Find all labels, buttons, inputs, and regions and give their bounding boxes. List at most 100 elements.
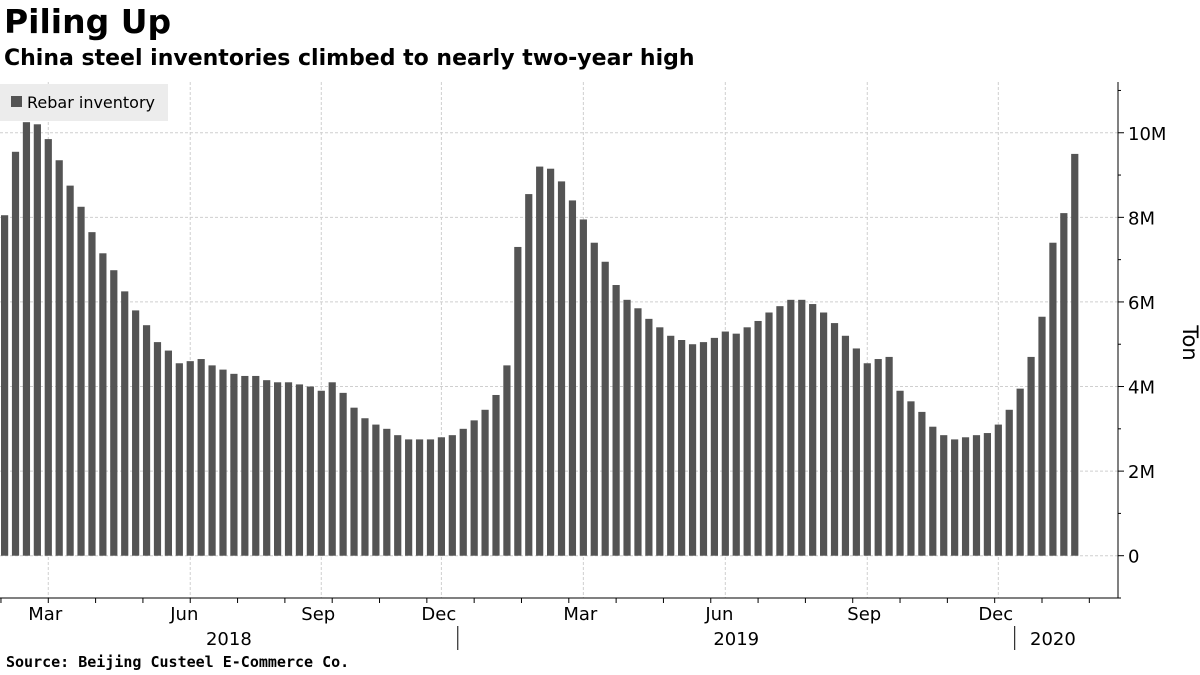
bar (241, 375, 249, 556)
x-month-label: Sep (301, 604, 335, 625)
bar (1005, 409, 1013, 556)
bar (405, 439, 413, 556)
bar (426, 439, 435, 556)
bar (787, 299, 795, 556)
bar (852, 348, 860, 556)
bar (77, 206, 85, 556)
bar (536, 166, 544, 556)
bar (1038, 316, 1046, 556)
x-month-label: Dec (421, 604, 456, 625)
bar (754, 320, 762, 556)
x-month-label: Jun (704, 604, 733, 625)
bar (263, 380, 271, 556)
bar (448, 435, 456, 556)
bar (1016, 388, 1024, 556)
bar (983, 433, 991, 556)
bar (896, 390, 904, 556)
bar (142, 325, 151, 556)
bar (688, 344, 697, 556)
bar (295, 384, 304, 556)
legend-swatch (11, 96, 22, 107)
bar (547, 168, 555, 556)
bar (590, 242, 598, 556)
bar (284, 382, 293, 556)
x-year-label: 2019 (713, 629, 759, 650)
x-month-label: Sep (847, 604, 881, 625)
bar (492, 394, 500, 556)
bar (863, 363, 871, 556)
bar (230, 373, 238, 556)
x-year-label: 2020 (1030, 629, 1076, 650)
bar (1060, 213, 1068, 556)
bar (961, 437, 970, 556)
bar (732, 333, 740, 556)
bar (994, 424, 1002, 556)
bar (907, 401, 915, 556)
bar (415, 439, 424, 556)
bar (55, 160, 63, 556)
bar (481, 409, 489, 556)
y-tick-label: 4M (1128, 378, 1155, 399)
bar (721, 331, 729, 556)
bar (776, 306, 784, 556)
bar (667, 335, 675, 556)
bar (437, 437, 445, 556)
chart-title: Piling Up (4, 2, 172, 41)
bar (99, 253, 107, 556)
bar (394, 435, 402, 556)
bar (22, 122, 31, 556)
bars (0, 122, 1079, 556)
bar (110, 270, 118, 556)
bar (470, 420, 478, 556)
bar (274, 382, 282, 556)
bar (219, 369, 227, 556)
bar (645, 318, 653, 556)
bar (634, 308, 642, 556)
bar (328, 382, 336, 556)
bar (929, 426, 937, 556)
bar (164, 350, 172, 556)
source-note: Source: Beijing Custeel E-Commerce Co. (6, 653, 350, 671)
y-tick-label: 2M (1128, 462, 1155, 483)
bar (503, 365, 511, 556)
bar (11, 151, 20, 556)
bar (951, 439, 959, 556)
x-month-label: Dec (978, 604, 1013, 625)
bar (820, 312, 828, 556)
bar (918, 411, 926, 556)
bar (798, 299, 806, 556)
bar (743, 327, 751, 556)
bar (514, 246, 522, 556)
bar (66, 185, 74, 556)
bar (699, 342, 708, 556)
legend: Rebar inventory (0, 84, 168, 121)
bar (765, 312, 773, 556)
bar (1049, 242, 1057, 556)
bar (383, 428, 391, 556)
bar (361, 418, 369, 556)
bar (459, 428, 467, 556)
bar (339, 392, 347, 556)
bar (972, 435, 981, 556)
bar (940, 435, 948, 556)
legend-label: Rebar inventory (27, 93, 155, 112)
y-tick-label: 0 (1128, 547, 1139, 568)
bar (1071, 153, 1079, 556)
bar (656, 327, 664, 556)
bar (841, 335, 850, 556)
bar (208, 365, 216, 556)
chart-subtitle: China steel inventories climbed to nearl… (4, 46, 695, 71)
bar (557, 181, 566, 556)
y-tick-label: 6M (1128, 293, 1155, 314)
x-month-label: Jun (169, 604, 198, 625)
bar (678, 340, 686, 556)
y-tick-label: 10M (1128, 124, 1166, 145)
bar (1027, 356, 1035, 556)
bar (601, 261, 609, 556)
bar (186, 361, 194, 556)
bar (525, 194, 533, 556)
bar (809, 304, 817, 556)
bar (710, 337, 718, 556)
bar (350, 407, 358, 556)
